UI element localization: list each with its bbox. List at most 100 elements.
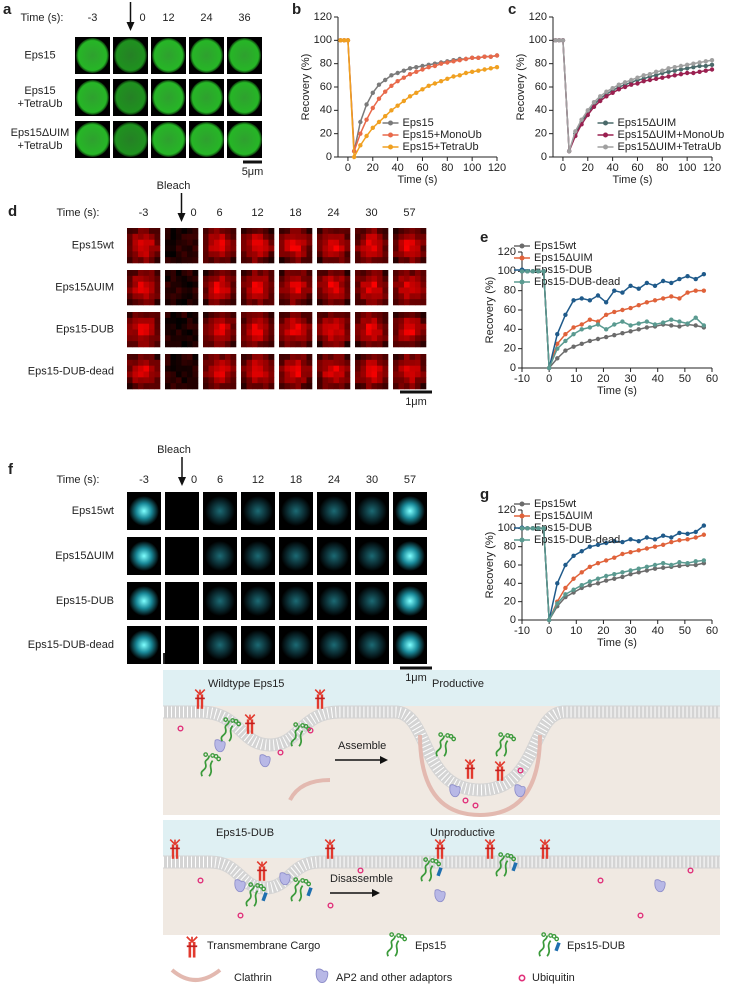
legend-label: Eps15wt xyxy=(534,240,576,252)
pixel xyxy=(360,257,367,264)
pixel xyxy=(219,335,226,342)
pixel xyxy=(420,251,427,258)
pixel xyxy=(181,275,188,282)
x-tick-label: 100 xyxy=(678,162,696,174)
pixel xyxy=(301,359,307,366)
pixel xyxy=(322,383,329,390)
pixel xyxy=(165,323,171,330)
data-point xyxy=(563,585,568,591)
pixel xyxy=(181,233,188,240)
data-point xyxy=(598,98,603,104)
pixel xyxy=(415,270,421,277)
time-point: 57 xyxy=(403,207,415,219)
data-point xyxy=(660,68,665,73)
pixel xyxy=(279,275,285,282)
data-point xyxy=(426,83,431,89)
pixel xyxy=(344,359,351,366)
pixel xyxy=(398,354,405,361)
pixel xyxy=(317,228,323,235)
data-point xyxy=(660,542,666,548)
pixel xyxy=(306,299,313,306)
panel-label: d xyxy=(8,203,17,220)
legend-marker xyxy=(388,132,394,138)
pixel xyxy=(138,245,144,252)
data-point xyxy=(644,319,650,324)
pixel xyxy=(257,251,264,258)
pixel xyxy=(377,245,383,252)
pixel xyxy=(295,341,302,348)
pixel xyxy=(366,228,372,235)
data-point xyxy=(603,558,609,563)
pixel xyxy=(268,257,275,264)
pixel xyxy=(328,275,334,282)
data-point xyxy=(595,576,601,581)
legend-label: Eps15+TetraUb xyxy=(403,141,479,153)
pixel xyxy=(382,281,389,288)
pixel xyxy=(268,287,275,294)
pixel xyxy=(301,365,307,372)
puncta-image xyxy=(129,541,159,571)
data-point xyxy=(669,294,674,299)
pixel xyxy=(284,341,291,348)
pixel xyxy=(339,275,345,282)
pixel xyxy=(333,245,340,252)
legend-label: Clathrin xyxy=(234,972,272,984)
pixel xyxy=(279,365,285,372)
pixel xyxy=(127,287,133,294)
pixel xyxy=(241,377,247,384)
pixel xyxy=(208,275,215,282)
pixel xyxy=(290,281,296,288)
pixel xyxy=(149,293,155,300)
pixel xyxy=(284,317,291,324)
puncta-image xyxy=(205,496,235,526)
pixel xyxy=(241,383,247,390)
x-tick-label: 0 xyxy=(560,162,566,174)
pixel xyxy=(317,299,323,306)
pixel xyxy=(241,287,247,294)
pixel xyxy=(398,228,405,235)
pixel xyxy=(252,239,258,246)
y-tick-label: 100 xyxy=(498,265,516,277)
legend-marker xyxy=(388,144,394,150)
y-tick-label: 20 xyxy=(320,128,332,140)
pixel xyxy=(398,317,405,324)
pixel xyxy=(301,281,307,288)
pixel xyxy=(149,317,155,324)
data-point xyxy=(563,312,568,318)
pixel xyxy=(420,323,427,330)
pixel xyxy=(246,287,253,294)
pixel xyxy=(360,371,367,378)
pixel xyxy=(192,365,199,372)
pixel xyxy=(214,275,220,282)
pixel xyxy=(279,239,285,246)
pixel xyxy=(181,329,188,336)
data-point xyxy=(693,323,698,328)
data-point xyxy=(701,523,707,528)
pixel xyxy=(257,335,264,342)
data-point xyxy=(451,74,456,79)
pixel xyxy=(138,359,144,366)
y-axis-title: Recovery (%) xyxy=(300,54,312,121)
data-point xyxy=(432,81,438,86)
pixel xyxy=(246,233,253,240)
panel-label: f xyxy=(8,461,14,478)
pixel xyxy=(398,377,405,384)
pixel xyxy=(170,329,177,336)
pixel xyxy=(241,228,247,235)
pixel xyxy=(393,359,399,366)
pixel xyxy=(404,270,410,277)
pixel xyxy=(377,239,383,246)
pixel xyxy=(355,383,361,390)
pixel xyxy=(192,233,199,240)
pixel xyxy=(279,270,285,277)
pixel xyxy=(225,335,231,342)
pixel xyxy=(409,233,416,240)
data-point xyxy=(546,365,552,371)
data-point xyxy=(585,112,590,118)
pixel xyxy=(203,354,209,361)
data-point xyxy=(652,566,658,571)
pixel xyxy=(132,281,139,288)
pixel xyxy=(165,245,171,252)
data-point xyxy=(604,94,609,99)
pixel xyxy=(420,228,427,235)
